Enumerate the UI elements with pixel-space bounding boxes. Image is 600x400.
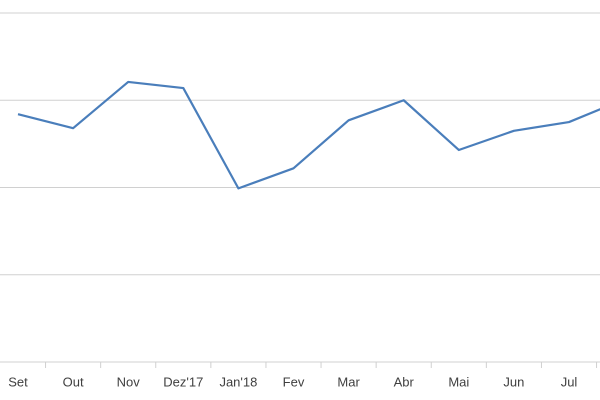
- x-tick-label: Jun: [503, 374, 524, 389]
- x-tick-label: Mai: [448, 374, 469, 389]
- x-tick-label: Dez'17: [163, 374, 203, 389]
- x-tick-label: Abr: [394, 374, 415, 389]
- series-line: [17, 80, 600, 190]
- x-tick-label: Out: [63, 374, 84, 389]
- x-tick-label: Jan'18: [219, 374, 257, 389]
- x-tick-label: Jul: [561, 374, 578, 389]
- x-tick-label: Nov: [117, 374, 141, 389]
- x-tick-label: Mar: [337, 374, 360, 389]
- x-tick-label: Set: [8, 374, 28, 389]
- x-tick-label: Fev: [283, 374, 305, 389]
